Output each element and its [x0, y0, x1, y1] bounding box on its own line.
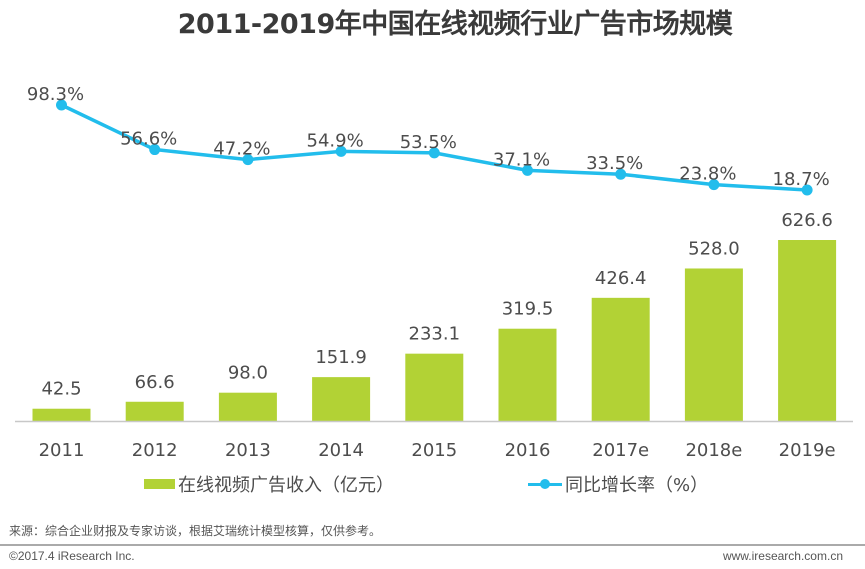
line-data-labels: 98.3% 56.6% 47.2% 54.9% 53.5% 37.1% 33.5% 23.8%…: [27, 84, 830, 190]
line-data-label: 53.5%: [400, 132, 457, 153]
legend-line-label: 同比增长率（%）: [565, 475, 709, 496]
x-tick-label: 2017e: [592, 440, 649, 461]
line-data-label: 56.6%: [120, 129, 177, 150]
bar-data-label: 42.5: [41, 379, 81, 400]
bar: [405, 353, 464, 421]
bar-data-label: 528.0: [688, 238, 740, 259]
legend-item-line: 同比增长率（%）: [528, 472, 708, 496]
legend-bar-swatch-icon: [144, 479, 175, 489]
line-data-label: 33.5%: [586, 153, 643, 174]
x-tick-label: 2019e: [779, 440, 836, 461]
source-note: 来源：综合企业财报及专家访谈，根据艾瑞统计模型核算，仅供参考。: [9, 524, 382, 538]
x-tick-label: 2018e: [685, 440, 742, 461]
bar-data-label: 626.6: [781, 210, 833, 231]
line-point: [708, 179, 720, 191]
bar: [778, 240, 837, 421]
legend-item-bar: 在线视频广告收入（亿元）: [144, 472, 394, 496]
bar-data-label: 98.0: [228, 363, 268, 384]
copyright-text: ©2017.4 iResearch Inc.: [9, 549, 135, 563]
x-tick-label: 2014: [318, 440, 364, 461]
bar: [684, 268, 743, 421]
bar: [312, 377, 371, 421]
chart-plot: 2011 2012 2013 2014 2015 2016 2017e 2018e 2019e …: [15, 84, 853, 461]
bar-data-label: 151.9: [315, 347, 367, 368]
line-point: [801, 184, 813, 196]
line-point: [615, 168, 627, 180]
bar: [32, 408, 91, 421]
legend-line-marker-icon: [528, 478, 562, 490]
line-data-label: 37.1%: [493, 149, 550, 170]
x-tick-label: 2015: [411, 440, 457, 461]
line-point: [522, 164, 533, 176]
line-point: [242, 154, 254, 166]
website-link[interactable]: www.iresearch.com.cn: [722, 549, 843, 563]
bar: [591, 297, 650, 421]
bar-data-label: 66.6: [135, 372, 175, 393]
bar-data-label: 233.1: [409, 324, 461, 345]
footer-divider: [0, 544, 865, 546]
x-tick-labels: 2011 2012 2013 2014 2015 2016 2017e 2018e 2019e: [39, 440, 836, 461]
growth-rate-points: [56, 99, 813, 196]
x-tick-label: 2016: [505, 440, 551, 461]
line-data-label: 23.8%: [679, 164, 736, 185]
bar-data-labels: 42.5 66.6 98.0 151.9 233.1 319.5 426.4 528.0 626…: [41, 210, 832, 400]
line-point: [56, 99, 67, 111]
bar-data-label: 319.5: [502, 299, 554, 320]
bar: [218, 392, 277, 421]
bar-data-label: 426.4: [595, 268, 647, 289]
legend-bar-label: 在线视频广告收入（亿元）: [178, 475, 394, 496]
bar-series: [32, 240, 837, 421]
line-point: [335, 145, 347, 157]
line-point: [428, 147, 440, 159]
line-data-label: 47.2%: [213, 139, 270, 160]
line-data-label: 18.7%: [773, 169, 830, 190]
x-tick-label: 2011: [39, 440, 85, 461]
chart-title: 2011-2019年中国在线视频行业广告市场规模: [177, 9, 733, 40]
line-data-label: 98.3%: [27, 84, 84, 105]
line-data-label: 54.9%: [307, 130, 364, 151]
bar: [498, 328, 557, 421]
x-tick-label: 2012: [132, 440, 178, 461]
line-point: [149, 144, 161, 156]
bar: [125, 401, 184, 421]
x-tick-label: 2013: [225, 440, 271, 461]
